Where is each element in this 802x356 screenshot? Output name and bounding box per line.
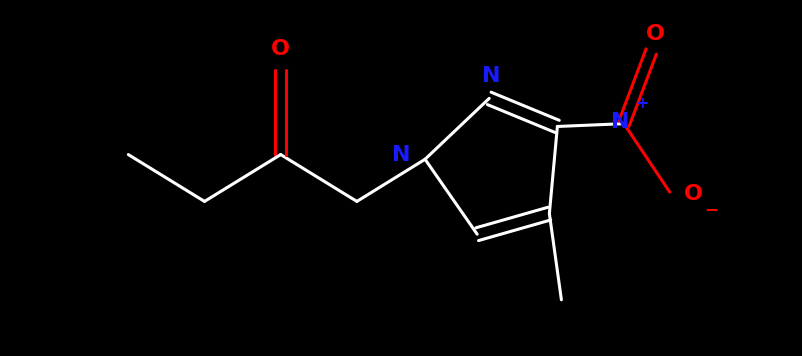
Text: O: O — [684, 184, 703, 204]
Text: O: O — [271, 39, 290, 59]
Text: −: − — [704, 200, 719, 218]
Text: N: N — [481, 66, 500, 86]
Text: N: N — [392, 145, 411, 164]
Text: O: O — [646, 24, 665, 44]
Text: N: N — [611, 112, 630, 132]
Text: +: + — [636, 95, 649, 111]
